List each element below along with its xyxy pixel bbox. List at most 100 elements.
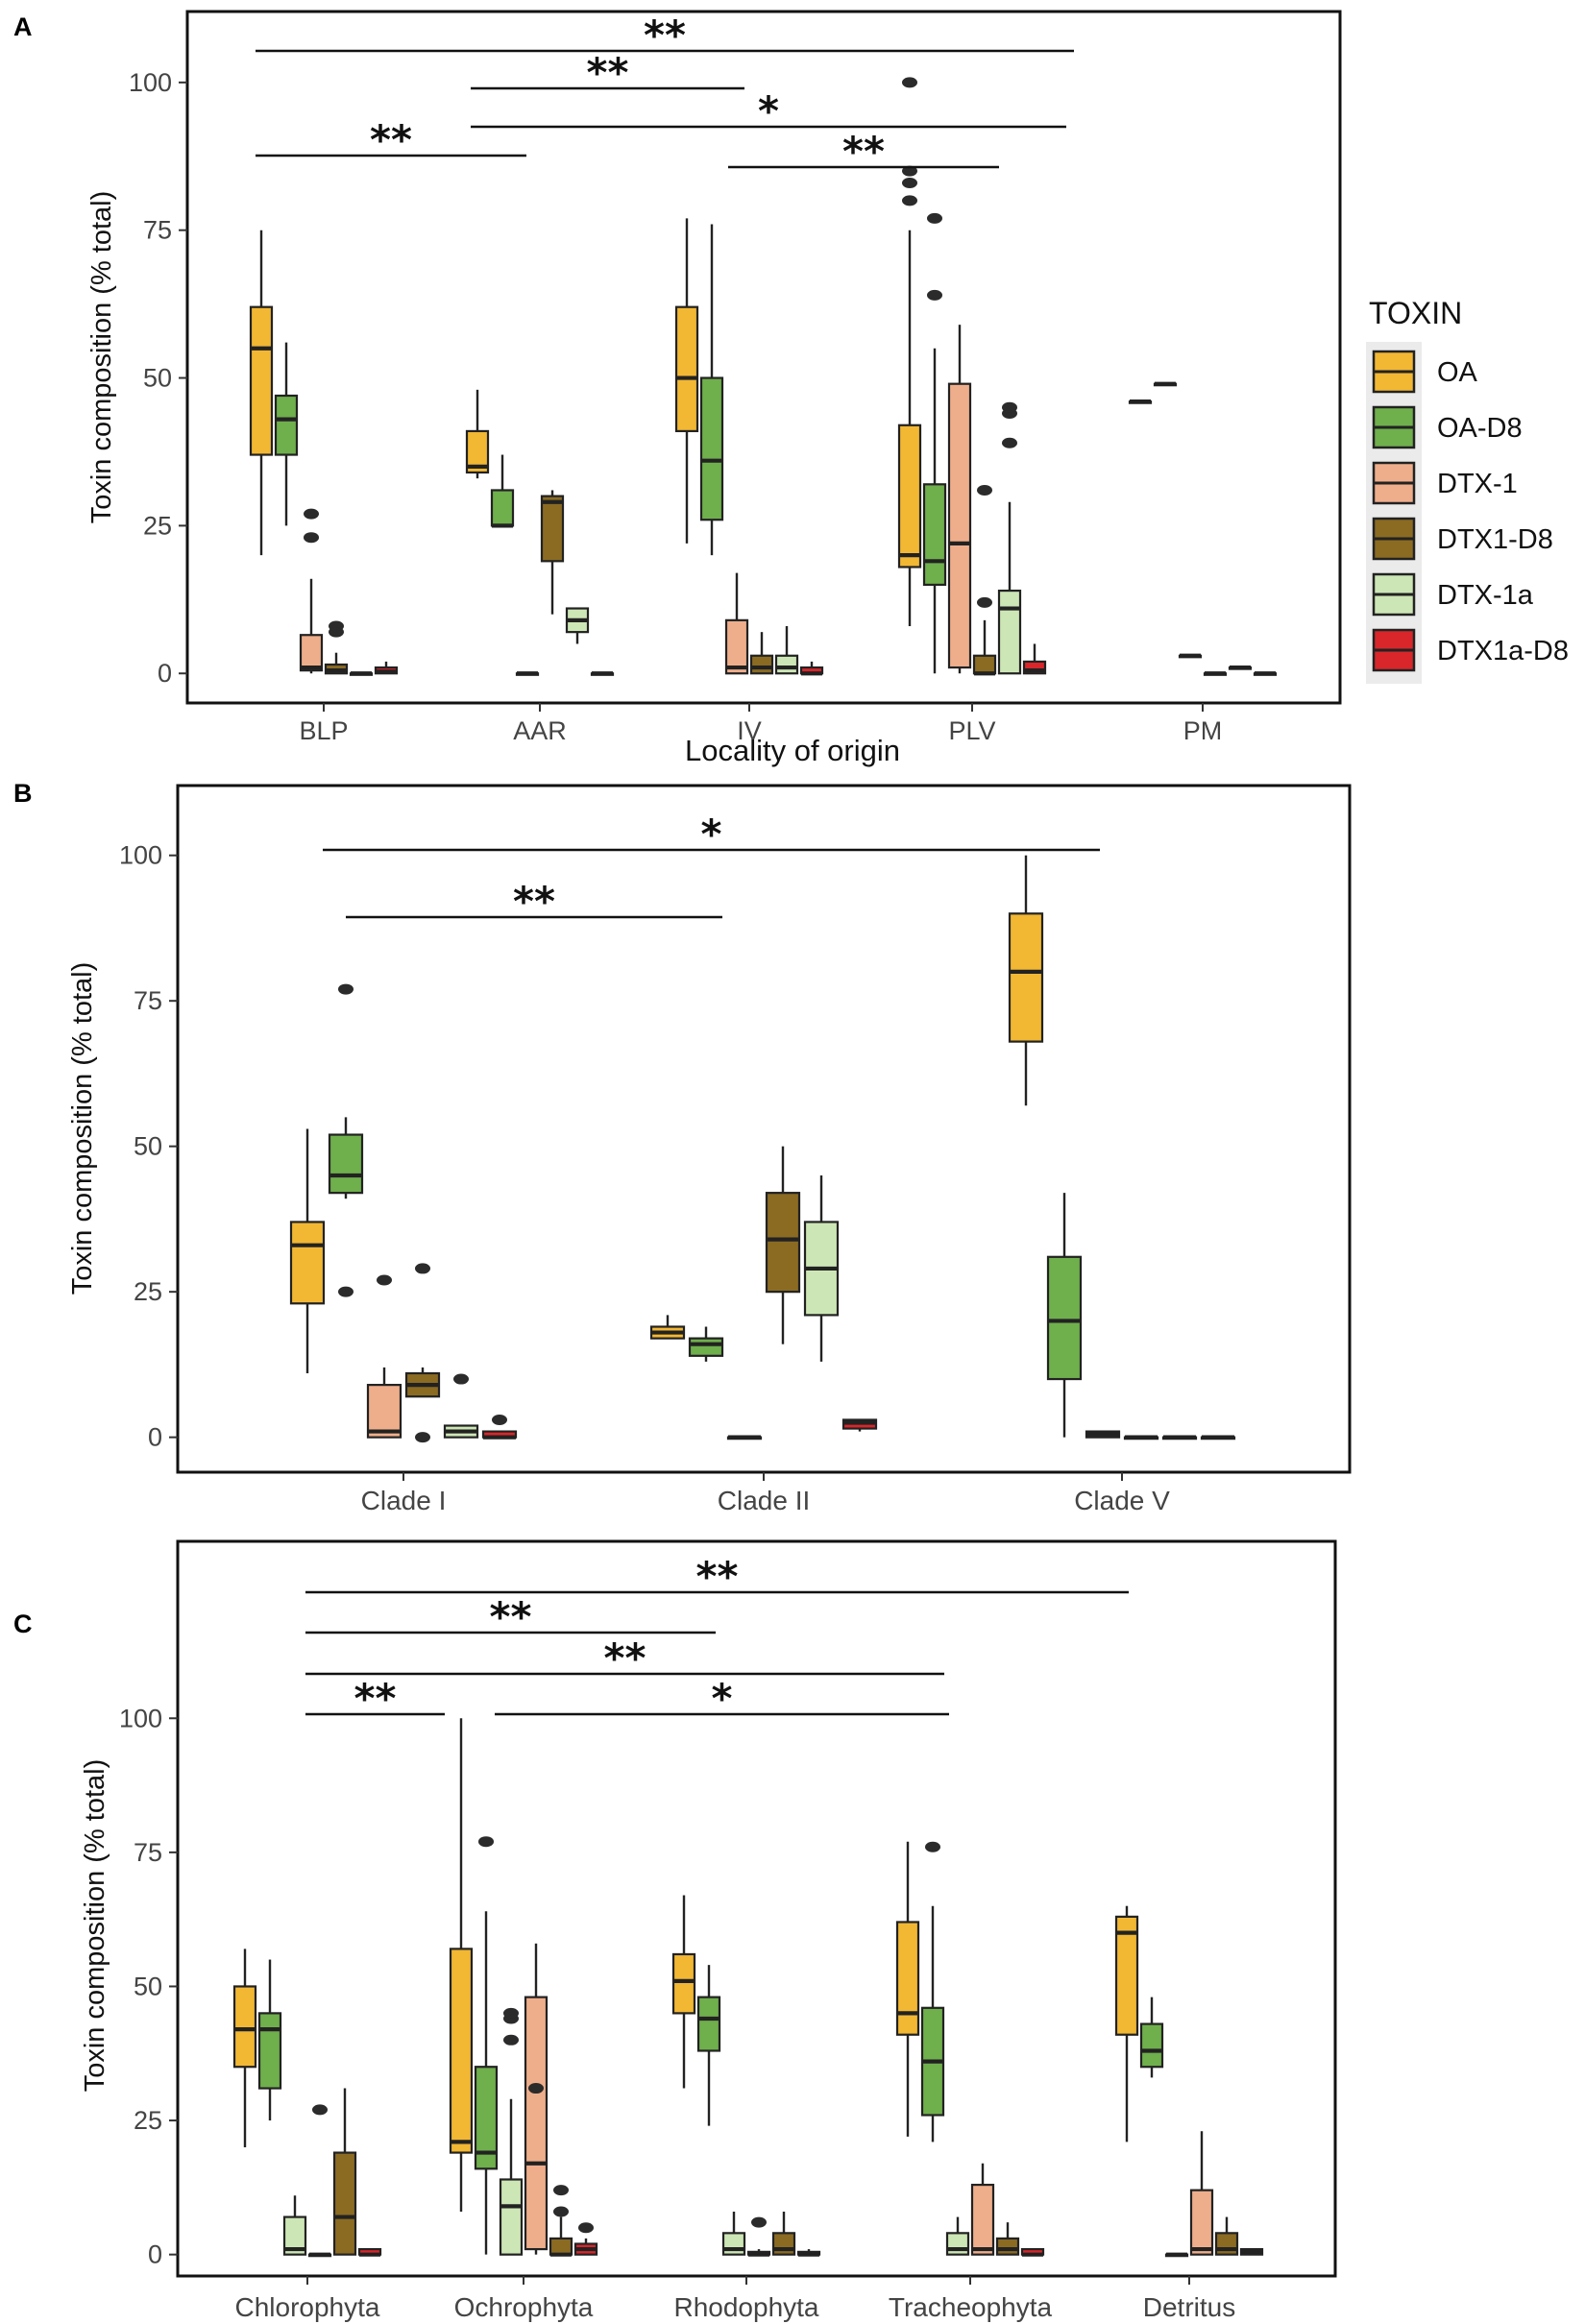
legend-item-dtx-1: DTX-1 [1372,461,1518,505]
box-ochrophyta-oa [449,1718,474,2212]
box-ochrophyta-dtx1-d8 [549,2185,573,2257]
x-tick-label-plv: PLV [948,716,995,745]
outlier-point [1002,437,1017,448]
outlier-point [553,2206,569,2217]
box-iv-oa [674,218,699,544]
outlier-point [977,484,992,496]
box-aar-oa-d8 [490,454,515,528]
box-body [895,1921,920,2036]
legend-title: TOXIN [1369,296,1462,330]
box-body [997,589,1022,675]
legend-label: DTX1a-D8 [1437,636,1569,666]
x-tick-label-iv: IV [737,716,762,745]
box-body [449,1948,474,2154]
significance-chlorophyta-ochrophyta: ** [305,1675,445,1722]
box-plv-dtx-1a [997,401,1022,675]
box-body [328,1133,364,1195]
box-plv-oa-d8 [922,212,947,674]
outlier-point [925,1841,940,1852]
significance-blp-aar: ** [256,116,526,163]
box-body [696,1996,721,2052]
box-blp-dtx1-d8 [324,620,349,675]
box-clade-ii-oa [649,1315,686,1340]
outlier-point [751,2216,767,2228]
box-body [524,1996,549,2251]
box-chlorophyta-dtx-1 [307,2104,332,2258]
box-rhodophyta-dtx-1 [746,2216,771,2257]
box-body [699,376,724,521]
outlier-point [338,983,354,995]
box-tracheophyta-dtx-1 [970,2163,995,2256]
box-clade-v-dtx1-d8 [1123,1435,1159,1440]
x-axis-title-a: Locality of origin [685,734,900,767]
x-tick-label-detritus: Detritus [1143,2292,1235,2322]
significance-label: * [701,811,722,858]
box-clade-i-dtx1a-d8 [481,1414,518,1440]
legend-item-oa: OA [1372,350,1478,394]
legend-label: DTX1-D8 [1437,524,1553,555]
y-axis-title-c: Toxin composition (% total) [80,1759,110,2093]
x-tick-label-clade-ii: Clade II [718,1486,811,1515]
box-iv-dtx1-d8 [749,632,774,675]
box-body [765,1192,801,1294]
legend-item-dtx1-d8: DTX1-D8 [1372,517,1553,561]
y-tick-label: 25 [134,2106,162,2135]
box-body [1046,1255,1083,1381]
box-tracheophyta-dtx1-d8 [995,2222,1020,2256]
panel-label-a: A [13,12,33,41]
box-clade-v-oa [1008,855,1044,1106]
box-clade-ii-dtx-1a [803,1174,840,1362]
x-tick-label-blp: BLP [299,716,348,745]
outlier-point [902,177,917,188]
box-plv-dtx1a-d8 [1022,643,1047,675]
legend-item-dtx-1a: DTX-1a [1372,572,1534,617]
box-body [474,2066,499,2170]
box-clade-i-oa [289,1128,326,1373]
box-body [232,1985,257,2069]
box-chlorophyta-dtx1a-d8 [357,2247,382,2257]
box-chlorophyta-dtx1-d8 [332,2088,357,2256]
box-body [465,429,490,474]
box-detritus-dtx1-d8 [1214,2216,1239,2256]
x-tick-label-ochrophyta: Ochrophyta [454,2292,594,2322]
significance-chlorophyta-rhodophyta: ** [305,1593,716,1640]
box-body [540,495,565,563]
legend-key-background [1366,342,1422,684]
significance-label: ** [490,1593,532,1640]
box-body [499,2178,524,2256]
box-rhodophyta-dtx1-d8 [771,2211,796,2256]
outlier-point [478,1836,494,1848]
box-iv-dtx-1a [774,626,799,675]
legend-label: DTX-1 [1437,469,1518,499]
box-clade-ii-dtx-1 [726,1435,763,1440]
box-clade-ii-dtx1-d8 [765,1146,801,1344]
outlier-point [312,2104,328,2116]
outlier-point [528,2083,544,2094]
outlier-point [902,195,917,206]
box-tracheophyta-oa-d8 [920,1841,945,2142]
box-body [724,618,749,675]
y-tick-label: 75 [143,216,172,245]
box-blp-dtx-1 [299,508,324,674]
box-body [282,2215,307,2256]
significance-label: ** [587,49,629,96]
box-body [1214,2232,1239,2256]
box-detritus-dtx-1a [1164,2252,1189,2258]
y-tick-label: 50 [134,1132,162,1161]
box-pm-dtx1-d8 [1203,671,1228,676]
outlier-point [329,620,344,632]
box-clade-i-oa-d8 [328,983,364,1297]
box-body [490,489,515,527]
y-tick-label: 100 [129,68,172,97]
plot-frame-c [176,1539,1337,2278]
box-plv-dtx-1 [947,325,972,674]
y-tick-label: 0 [148,1423,162,1452]
y-tick-label: 75 [134,986,162,1015]
box-chlorophyta-dtx-1a [282,2195,307,2256]
box-aar-dtx-1 [515,671,540,676]
outlier-point [453,1373,469,1385]
outlier-point [927,212,942,224]
box-clade-i-dtx-1a [443,1373,479,1439]
box-body [1139,2022,1164,2069]
